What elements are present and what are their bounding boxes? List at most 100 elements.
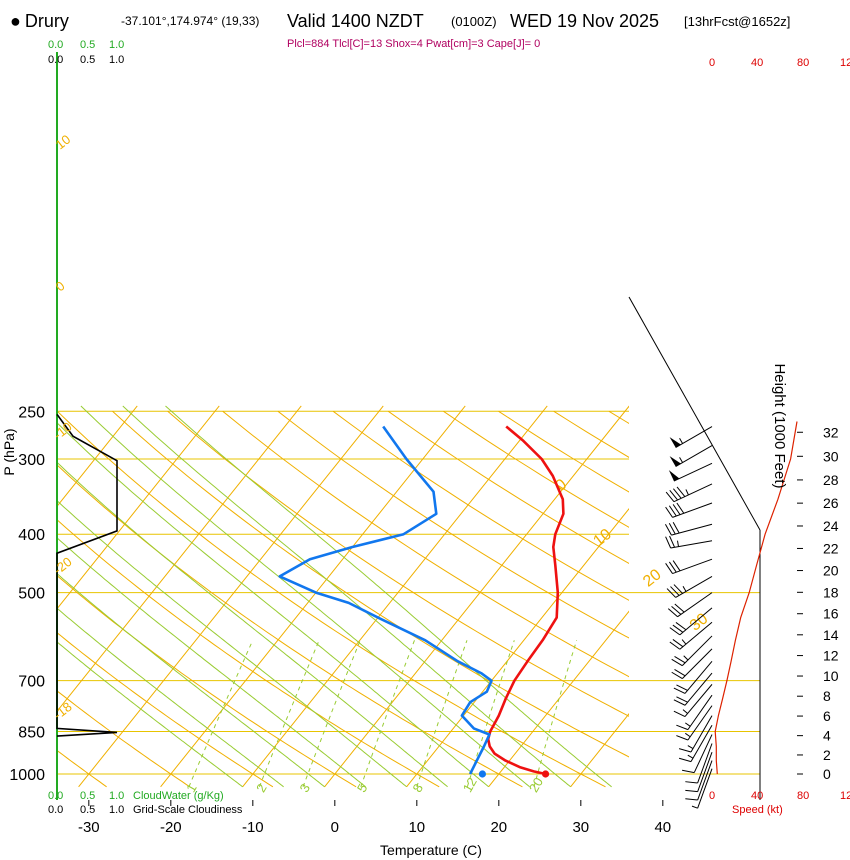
speed-tick-bottom-1: 40 (751, 790, 763, 802)
moist-adiabat-line (57, 461, 448, 788)
wind-panel-edge (628, 296, 761, 531)
pressure-tick-400: 400 (18, 527, 45, 544)
speed-tick-top-2: 80 (797, 57, 809, 69)
height-tick-label: 10 (823, 668, 839, 684)
cloud-tick-top-2: 1.0 (109, 39, 124, 51)
wind-barb (665, 535, 713, 549)
dry-adiabat-line (57, 519, 440, 788)
height-tick-label: 22 (823, 540, 839, 556)
temperature-axis: -30 -20 -10 0 10 20 30 40 (78, 800, 671, 836)
height-tick-label: 26 (823, 495, 839, 511)
dry-adiabat-line (57, 464, 523, 788)
wind-barb (671, 648, 713, 680)
y-axis-label: P (hPa) (1, 428, 17, 475)
cloud-tick-top-0: 0.0 (48, 39, 63, 51)
dry-adiabat-line (222, 410, 629, 678)
wind-barb (685, 743, 713, 784)
moist-adiabat-line (57, 641, 243, 788)
cloud-panel-labels: 10 0 -10 -20 -18 (51, 132, 75, 723)
mixing-ratio-line (258, 640, 320, 787)
surface-temperature (541, 770, 550, 778)
speed-label: Speed (kt) (732, 804, 783, 816)
cloudwater-label: CloudWater (g/Kg) (133, 790, 224, 802)
x-tick-label: 0 (331, 819, 339, 836)
mixing-ratio-label: 3 (296, 781, 313, 795)
wind-barb (676, 705, 713, 741)
height-tick-label: 16 (823, 606, 839, 622)
height-axis-label: Height (1000 Feet) (771, 363, 788, 488)
isotherm-label: 10 (590, 526, 615, 550)
isotherm-line (488, 610, 629, 788)
header-forecast: [13hrFcst@1652z] (684, 14, 790, 29)
mixing-ratio-label: 12 (460, 775, 480, 795)
wind-barb (669, 621, 713, 650)
wind-barbs (664, 426, 713, 809)
moist-adiabats (57, 405, 612, 788)
speed-tick-top-1: 40 (751, 57, 763, 69)
height-tick-label: 32 (823, 424, 839, 440)
x-tick-label: -30 (78, 819, 100, 836)
isotherm-label: 20 (640, 566, 665, 590)
height-tick-label: 8 (823, 688, 831, 704)
wind-barb (682, 734, 713, 774)
dry-adiabat-line (57, 574, 357, 788)
moist-adiabat-line (165, 405, 612, 788)
height-tick-label: 2 (823, 747, 831, 763)
isobar-grid (57, 410, 760, 775)
moist-adiabat-line (122, 405, 571, 788)
header-utc: (0100Z) (451, 14, 497, 29)
moist-adiabat-line (57, 500, 407, 788)
cloudiness-tick-bottom-2: 1.0 (109, 804, 124, 816)
cloud-panel-label: -20 (51, 554, 75, 577)
height-tick-label: 30 (823, 448, 839, 464)
cloudiness-tick-top-0: 0.0 (48, 54, 63, 66)
x-axis-label: Temperature (C) (380, 842, 482, 858)
wind-barb (664, 521, 713, 536)
pressure-tick-700: 700 (18, 674, 45, 691)
speed-tick-bottom-2: 80 (797, 790, 809, 802)
dry-adiabat-line (277, 410, 629, 639)
pressure-tick-500: 500 (18, 586, 45, 603)
moist-adiabat-line (57, 607, 284, 788)
wind-barb (665, 502, 713, 518)
pressure-axis: 250 300 400 500 700 850 1000 (9, 404, 45, 784)
cloudiness-tick-bottom-0: 0.0 (48, 804, 63, 816)
cloudiness-profile (56, 413, 118, 737)
isotherm-line (78, 405, 384, 788)
x-tick-label: 10 (408, 819, 425, 836)
wind-barb (678, 715, 713, 753)
header-valid: Valid 1400 NZDT (287, 11, 424, 31)
dry-adiabat-line (57, 632, 274, 788)
dewpoint-line (278, 425, 493, 775)
wind-barb (676, 694, 713, 731)
cloudiness-tick-bottom-1: 0.5 (80, 804, 95, 816)
wind-barb (668, 462, 713, 482)
moist-adiabat-line (57, 422, 489, 788)
isotherm-line (57, 405, 138, 508)
moist-adiabat-line (57, 572, 325, 788)
moist-adiabat-line (80, 405, 530, 788)
wind-barb (673, 684, 713, 718)
thermo-grid (57, 405, 629, 788)
height-tick-label: 20 (823, 563, 839, 579)
mixing-ratio-line (302, 640, 361, 787)
pressure-tick-250: 250 (18, 404, 45, 421)
speed-tick-bottom-3: 12 (840, 790, 850, 802)
temperature-line (486, 425, 565, 776)
dry-adiabat-line (112, 410, 629, 758)
wind-barb (669, 607, 713, 636)
wind-barb (669, 426, 713, 448)
dry-adiabats (57, 410, 629, 788)
dry-adiabat-line (57, 410, 606, 788)
wind-speed-line (714, 421, 798, 775)
height-tick-label: 28 (823, 472, 839, 488)
header-station: ● Drury (10, 11, 69, 31)
mixing-ratio-labels: 1 2 3 5 8 12 20 (183, 775, 546, 795)
wind-barb (671, 635, 713, 667)
wind-barb (665, 558, 713, 575)
isotherm-line (570, 712, 629, 788)
wind-barb (669, 445, 713, 467)
x-tick-label: -20 (160, 819, 182, 836)
